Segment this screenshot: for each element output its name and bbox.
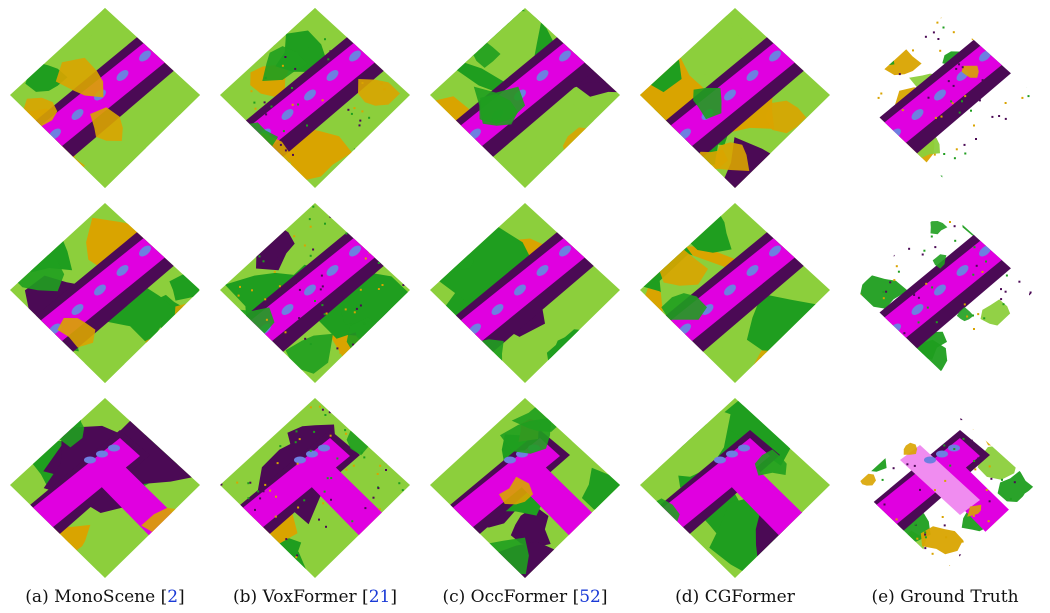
occupancy-render xyxy=(220,8,410,188)
caption-cgformer: (d) CGFormer xyxy=(630,587,840,607)
occupancy-render xyxy=(220,398,410,578)
scene-grid xyxy=(0,0,1050,585)
scene-render xyxy=(210,0,420,195)
scene-render xyxy=(210,390,420,585)
occupancy-render xyxy=(10,8,200,188)
scene-render xyxy=(840,195,1050,390)
scene-render xyxy=(630,390,840,585)
occupancy-render xyxy=(640,398,830,578)
occupancy-render xyxy=(10,203,200,383)
caption-row: (a) MonoScene [2] (b) VoxFormer [21] (c) O… xyxy=(0,585,1050,613)
occupancy-render xyxy=(640,8,830,188)
occupancy-render xyxy=(10,398,200,578)
scene-render xyxy=(0,390,210,585)
caption-monoscene: (a) MonoScene [2] xyxy=(25,587,185,607)
occupancy-render xyxy=(430,398,620,578)
citation-link[interactable]: 21 xyxy=(368,587,391,607)
caption-text: (a) MonoScene xyxy=(25,587,156,607)
occupancy-render xyxy=(220,203,410,383)
occupancy-render xyxy=(856,404,1035,570)
scene-render xyxy=(0,195,210,390)
caption-occformer: (c) OccFormer [52] xyxy=(442,587,608,607)
scene-render xyxy=(840,390,1050,585)
caption-text: (c) OccFormer xyxy=(442,587,568,607)
scene-render xyxy=(630,0,840,195)
scene-render xyxy=(0,0,210,195)
scene-render xyxy=(840,0,1050,195)
scene-render xyxy=(210,195,420,390)
occupancy-render xyxy=(856,14,1035,180)
citation-link[interactable]: 2 xyxy=(167,587,179,607)
caption-text: (d) CGFormer xyxy=(675,587,795,607)
occupancy-render xyxy=(430,8,620,188)
occupancy-render xyxy=(430,203,620,383)
citation-link[interactable]: 52 xyxy=(579,587,601,607)
scene-render xyxy=(420,390,630,585)
caption-ground-truth: (e) Ground Truth xyxy=(840,587,1050,607)
caption-voxformer: (b) VoxFormer [21] xyxy=(233,587,397,607)
caption-text: (b) VoxFormer xyxy=(233,587,357,607)
scene-render xyxy=(630,195,840,390)
caption-text: (e) Ground Truth xyxy=(871,587,1019,607)
occupancy-render xyxy=(856,209,1035,375)
occupancy-render xyxy=(640,203,830,383)
scene-render xyxy=(420,195,630,390)
scene-render xyxy=(420,0,630,195)
